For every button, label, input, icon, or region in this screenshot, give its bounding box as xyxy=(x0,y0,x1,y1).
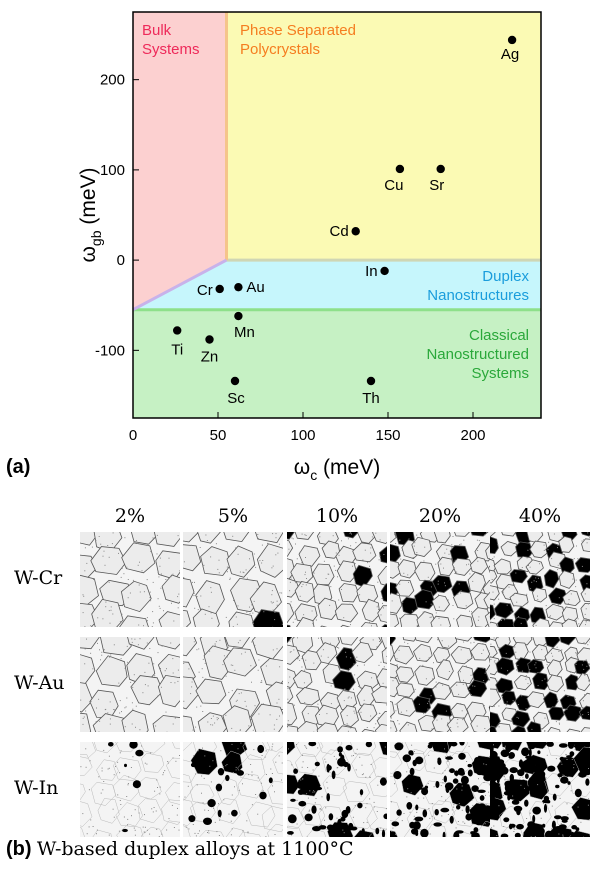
micrograph-w-in-40pct xyxy=(490,742,590,837)
label-duplex: Duplex Nanostructures xyxy=(427,268,529,304)
point-label-cd: Cd xyxy=(330,223,349,240)
point-label-cu: Cu xyxy=(384,177,403,194)
point-label-au: Au xyxy=(246,279,264,296)
data-point-zn xyxy=(205,335,214,344)
micrograph-w-cr-10pct xyxy=(287,532,387,627)
x-axis-title: ωc (meV) xyxy=(294,456,380,483)
x-tick-label: 200 xyxy=(460,427,485,444)
y-tick-label: 0 xyxy=(117,252,125,269)
row-label-w-cr: W-Cr xyxy=(14,567,63,589)
phase-diagram-chart: 0 50 100 150 200 -100 0 100 200 Ag Cu Sr Cd In Cr Au Mn… xyxy=(77,11,542,483)
y-tick-label: 200 xyxy=(100,72,125,89)
data-point-ag xyxy=(507,35,517,45)
micrograph-w-in-20pct xyxy=(390,742,490,837)
micrograph-w-cr-40pct xyxy=(490,532,590,627)
column-label-20pct: 20% xyxy=(418,505,462,527)
point-label-ag: Ag xyxy=(501,46,519,63)
micrograph-w-au-10pct xyxy=(287,637,387,732)
data-point-cd xyxy=(351,227,360,236)
row-label-w-in: W-In xyxy=(14,777,59,799)
column-label-5pct: 5% xyxy=(217,505,249,527)
data-point-mn xyxy=(234,311,243,321)
data-point-sc xyxy=(230,376,240,386)
micrograph-w-au-5pct xyxy=(183,637,283,732)
label-bulk-systems: Bulk Systems xyxy=(142,22,200,58)
point-label-mn: Mn xyxy=(234,324,255,341)
data-point-cu xyxy=(395,164,405,174)
column-label-40pct: 40% xyxy=(518,505,562,527)
micrograph-w-au-2pct xyxy=(80,637,180,732)
region-classical xyxy=(133,309,541,418)
micrograph-w-cr-20pct xyxy=(390,532,490,627)
x-tick-label: 50 xyxy=(210,427,227,444)
region-duplex xyxy=(133,260,541,310)
data-point-au xyxy=(234,282,243,292)
label-classical: Classical Nanostructured Systems xyxy=(426,327,529,382)
x-tick-label: 0 xyxy=(129,427,137,444)
micrograph-w-in-5pct xyxy=(183,742,283,837)
micrograph-w-cr-2pct xyxy=(80,532,180,627)
micrograph-w-in-2pct xyxy=(80,742,180,837)
point-label-in: In xyxy=(365,263,378,280)
data-point-ti xyxy=(173,326,182,335)
region-bulk xyxy=(133,12,227,310)
point-label-zn: Zn xyxy=(201,349,219,366)
row-label-w-au: W-Au xyxy=(14,672,65,694)
point-label-sr: Sr xyxy=(429,177,444,194)
micrograph-w-au-20pct xyxy=(390,637,490,732)
point-label-ti: Ti xyxy=(171,341,183,358)
point-label-cr: Cr xyxy=(197,282,213,299)
label-phase-separated: Phase Separated Polycrystals xyxy=(240,22,356,58)
plot-frame xyxy=(132,11,542,419)
data-point-cr xyxy=(215,284,224,294)
data-point-th xyxy=(366,376,376,386)
y-tick-label: -100 xyxy=(95,342,125,359)
y-axis-title: ωgb (meV) xyxy=(77,168,104,263)
data-point-in xyxy=(380,266,389,276)
point-label-th: Th xyxy=(362,390,380,407)
micrograph-w-au-40pct xyxy=(490,637,590,732)
micrograph-w-in-10pct xyxy=(287,742,387,837)
panel-a-label: (a) xyxy=(6,456,31,478)
panel-b-caption: (b) W-based duplex alloys at 1100°C xyxy=(6,838,354,861)
column-label-10pct: 10% xyxy=(315,505,359,527)
data-point-sr xyxy=(436,164,445,174)
y-tick-label: 100 xyxy=(100,162,125,179)
panel-b-letter: (b) xyxy=(6,838,32,860)
region-phase-separated xyxy=(226,12,541,261)
column-label-2pct: 2% xyxy=(114,505,146,527)
point-label-sc: Sc xyxy=(227,390,245,407)
x-tick-label: 100 xyxy=(290,427,315,444)
x-tick-label: 150 xyxy=(375,427,400,444)
micrograph-w-cr-5pct xyxy=(183,532,283,627)
panel-b-caption-text: W-based duplex alloys at 1100°C xyxy=(36,838,354,860)
boundary-bulk-duplex xyxy=(132,258,228,312)
